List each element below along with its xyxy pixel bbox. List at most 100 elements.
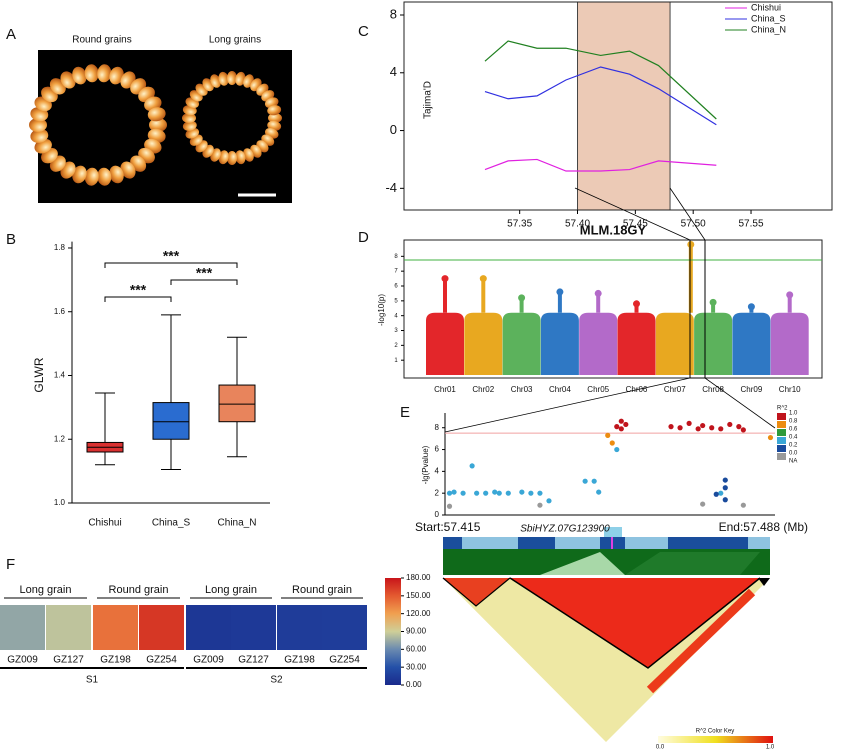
point xyxy=(605,432,611,438)
point-cloud xyxy=(770,312,809,376)
y-axis-label: Tajima'D xyxy=(423,81,434,119)
gene-track xyxy=(443,537,770,549)
grain xyxy=(29,118,47,132)
box xyxy=(218,384,256,423)
connector xyxy=(574,187,691,241)
ld-block xyxy=(758,578,770,586)
point xyxy=(469,463,475,469)
point-cloud xyxy=(464,312,503,376)
x-tick-label: Chishui xyxy=(88,518,121,529)
x-tick-label: GZ127 xyxy=(238,655,269,666)
x-tick-label: GZ127 xyxy=(53,655,84,666)
legend-title: R^2 xyxy=(777,406,788,412)
y-tick-label: 5 xyxy=(394,298,398,304)
y-tick-label: 4 xyxy=(435,466,440,475)
point-cloud xyxy=(579,312,618,376)
point xyxy=(582,478,588,484)
y-tick-label: 6 xyxy=(394,284,398,290)
heatmap-cell xyxy=(139,605,184,650)
subgroup-label: Long grain xyxy=(205,584,257,596)
panel-label: A xyxy=(6,26,16,43)
grain xyxy=(235,71,246,86)
panel-label: C xyxy=(358,23,369,40)
grain xyxy=(268,113,282,123)
x-tick-label: 57.45 xyxy=(623,219,648,230)
group-label: S1 xyxy=(86,675,99,686)
x-tick-label: GZ009 xyxy=(193,655,224,666)
peak-point xyxy=(687,240,695,248)
x-tick-label: China_N xyxy=(218,518,257,529)
y-tick-label: 7 xyxy=(394,269,398,275)
panel-label: D xyxy=(358,229,369,246)
colorbar xyxy=(385,578,401,685)
point xyxy=(686,420,692,426)
point xyxy=(614,446,620,453)
grain xyxy=(235,150,246,165)
point-cloud xyxy=(655,312,694,376)
heatmap-cell xyxy=(322,605,367,650)
y-axis-label: GLWR xyxy=(32,357,46,392)
ld-red-stripe xyxy=(646,588,756,694)
legend-label: China_S xyxy=(751,13,786,23)
plot-frame xyxy=(403,1,833,211)
y-axis-label: -log10(p) xyxy=(377,294,386,326)
x-tick-label: 57.50 xyxy=(681,219,706,230)
point xyxy=(609,440,615,446)
x-tick-label: 57.35 xyxy=(507,219,532,230)
line xyxy=(484,158,717,172)
point-cloud xyxy=(540,312,579,376)
point xyxy=(736,424,742,430)
gene-segment xyxy=(462,537,518,549)
peak-point xyxy=(747,303,755,311)
colorbar-label: 90.00 xyxy=(406,627,427,636)
y-tick-label: 8 xyxy=(390,6,397,21)
peak-point xyxy=(556,288,564,296)
heatmap-cell xyxy=(277,605,322,650)
ld-key xyxy=(658,736,773,743)
connector xyxy=(669,187,706,241)
legend-swatch xyxy=(777,445,786,452)
point xyxy=(668,424,674,430)
x-tick-label: 57.55 xyxy=(739,219,764,230)
highlight xyxy=(577,1,671,211)
point xyxy=(591,478,597,484)
colorbar-label: 150.00 xyxy=(406,591,431,600)
ld-red xyxy=(443,578,510,606)
x-tick-label: Chr09 xyxy=(741,385,763,394)
grain xyxy=(60,71,76,89)
peak-point xyxy=(479,275,487,283)
gene-segment xyxy=(625,537,668,549)
y-tick-label: 0 xyxy=(435,510,440,519)
legend-label: 0.2 xyxy=(789,443,798,449)
gene-segment xyxy=(748,537,770,549)
y-tick-label: 2 xyxy=(435,488,440,497)
colorbar-label: 0.00 xyxy=(406,680,422,689)
bracket xyxy=(170,279,238,285)
legend-label: NA xyxy=(789,459,797,465)
ld-key-title: R^2 Color Key xyxy=(696,729,735,735)
point-cloud xyxy=(426,312,464,376)
x-tick-label: Chr05 xyxy=(587,385,609,394)
y-tick-label: 1.4 xyxy=(54,371,66,380)
grain xyxy=(72,66,87,85)
x-tick-label: Chr08 xyxy=(702,385,724,394)
zoom-box xyxy=(689,239,706,379)
y-tick-label: 0 xyxy=(390,122,397,137)
ld-red xyxy=(510,578,760,668)
line xyxy=(484,40,717,120)
point xyxy=(700,422,706,429)
chart-title: MLM.18GY xyxy=(580,222,647,237)
grain xyxy=(84,167,99,186)
point xyxy=(492,489,498,495)
point xyxy=(709,425,715,431)
heatmap-cell xyxy=(0,605,45,650)
ld-key-tick: 0.0 xyxy=(656,745,665,751)
grain xyxy=(218,150,229,165)
point xyxy=(727,421,733,428)
plot-frame xyxy=(403,239,823,379)
ld-block xyxy=(509,577,761,669)
point xyxy=(546,498,552,504)
gene-segment xyxy=(555,537,600,549)
grain xyxy=(147,107,166,122)
